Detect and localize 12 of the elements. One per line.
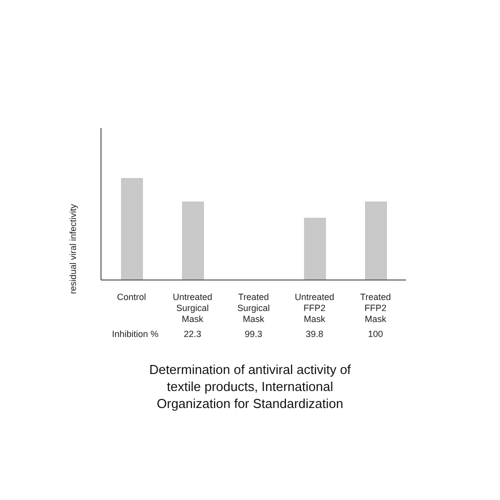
x-tick-label: Treated Surgical Mask <box>237 292 270 324</box>
x-tick-label: Untreated Surgical Mask <box>172 292 212 324</box>
x-tick-label: Control <box>116 292 146 302</box>
x-tick-label: Treated FFP2 Mask <box>360 292 391 324</box>
text: 22.3 <box>182 329 202 339</box>
text: 39.8 <box>304 329 324 339</box>
text: 99.3 <box>244 329 264 339</box>
x-tick-label: Untreated FFP2 Mask <box>294 292 334 324</box>
text: 100 <box>366 329 384 339</box>
y-axis-title: residual viral infectivity <box>68 204 78 294</box>
text: Inhibition % <box>112 329 159 339</box>
text: Determination of antiviral activity of textile products, International Organization for Standardization <box>148 361 352 412</box>
